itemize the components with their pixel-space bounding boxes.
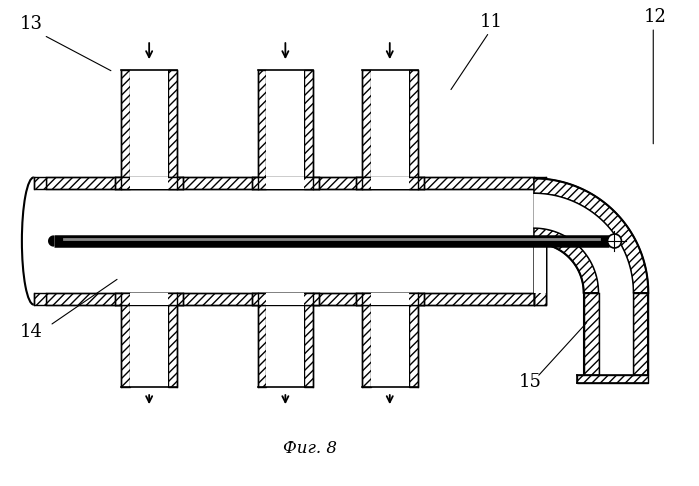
Bar xyxy=(362,70,371,190)
Text: 15: 15 xyxy=(519,373,542,391)
Bar xyxy=(371,177,409,190)
Bar xyxy=(534,243,546,305)
Bar xyxy=(371,293,409,387)
Bar xyxy=(122,70,130,190)
Bar xyxy=(356,293,424,305)
Bar xyxy=(130,177,168,190)
Bar xyxy=(356,177,424,190)
Bar xyxy=(34,293,45,305)
Bar xyxy=(534,243,546,293)
Text: 13: 13 xyxy=(20,15,43,33)
Bar xyxy=(252,293,319,305)
Text: 14: 14 xyxy=(20,324,43,342)
Bar xyxy=(168,293,177,387)
Bar xyxy=(266,293,304,387)
Bar xyxy=(577,375,648,383)
Bar xyxy=(130,293,168,387)
Bar xyxy=(584,293,598,375)
Bar xyxy=(633,293,648,375)
Bar xyxy=(130,70,168,190)
Bar xyxy=(534,190,546,293)
Bar xyxy=(266,70,304,190)
Bar xyxy=(45,177,534,190)
Polygon shape xyxy=(534,228,598,293)
Bar xyxy=(409,293,417,387)
Bar xyxy=(115,177,183,190)
Bar xyxy=(304,70,313,190)
Bar xyxy=(45,190,534,293)
Bar xyxy=(266,293,304,305)
Polygon shape xyxy=(534,178,648,293)
Bar xyxy=(168,70,177,190)
Bar xyxy=(252,177,319,190)
Bar xyxy=(257,293,266,387)
Bar xyxy=(34,190,45,293)
Bar xyxy=(34,177,45,190)
Bar xyxy=(304,293,313,387)
Bar xyxy=(362,293,371,387)
Polygon shape xyxy=(49,236,54,246)
Bar xyxy=(266,177,304,190)
Circle shape xyxy=(607,234,621,248)
Bar xyxy=(257,70,266,190)
Bar xyxy=(534,177,546,305)
Bar xyxy=(122,293,130,387)
Bar xyxy=(115,293,183,305)
Bar xyxy=(371,70,409,190)
Bar xyxy=(371,293,409,305)
Bar xyxy=(130,293,168,305)
Polygon shape xyxy=(534,193,633,293)
Text: 12: 12 xyxy=(643,8,666,26)
Bar xyxy=(409,70,417,190)
Text: Фиг. 8: Фиг. 8 xyxy=(283,440,337,457)
Bar xyxy=(598,293,633,375)
Text: 11: 11 xyxy=(480,13,503,31)
Bar xyxy=(45,293,534,305)
